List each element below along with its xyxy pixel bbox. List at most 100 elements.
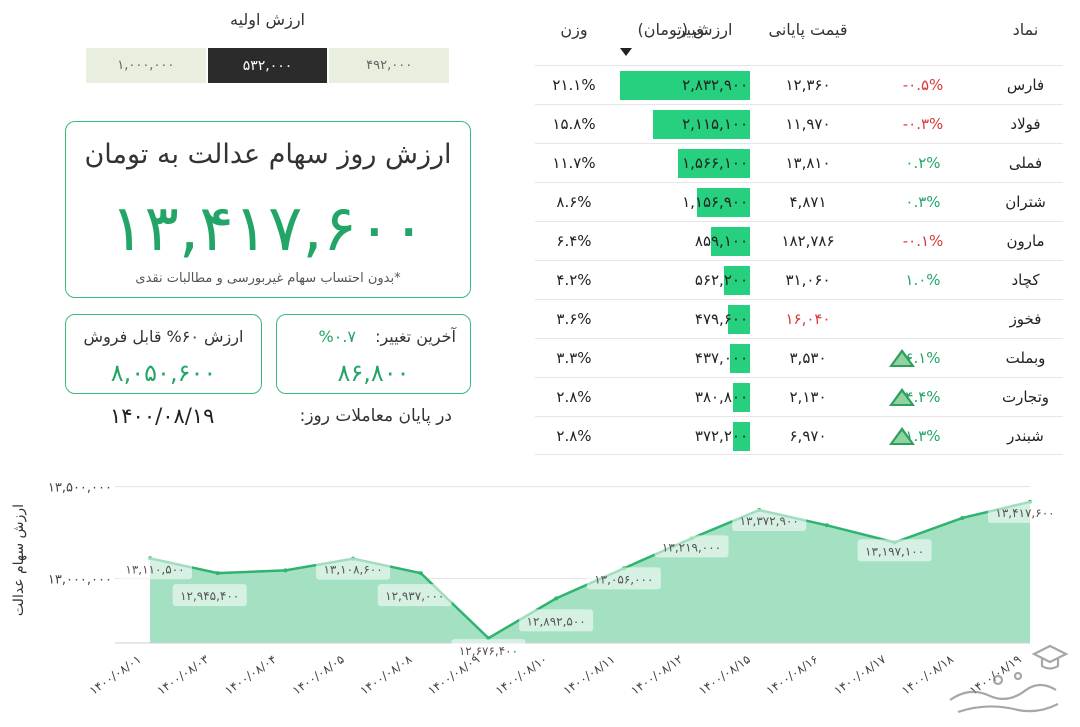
last-change-card: آخرین تغییر: %۰.۷ ۸۶,۸۰۰ xyxy=(276,314,471,394)
cell-value: ۲,۱۱۵,۱۰۰ xyxy=(620,105,750,144)
initial-value-title: ارزش اولیه xyxy=(230,10,305,29)
header-value[interactable]: ارزش (تومان) xyxy=(637,20,733,39)
last-change-value: ۸۶,۸۰۰ xyxy=(337,359,410,387)
value-text: ۴۷۹,۶۰۰ xyxy=(694,310,748,328)
data-point xyxy=(215,571,220,576)
daily-value-amount: ۱۳,۴۱۷,۶۰۰ xyxy=(110,192,426,266)
sellable-value-card: ارزش ۶۰% قابل فروش ۸,۰۵۰,۶۰۰ xyxy=(65,314,262,394)
cell-weight: ۳.۳% xyxy=(556,349,592,367)
data-point xyxy=(418,571,423,576)
data-label-bg xyxy=(988,500,1062,523)
cell-weight: ۳.۶% xyxy=(556,310,592,328)
x-tick-label: ۱۴۰۰/۰۸/۱۲ xyxy=(628,652,685,698)
cell-symbol[interactable]: فخوز xyxy=(1009,310,1042,328)
x-tick-label: ۱۴۰۰/۰۸/۰۵ xyxy=(290,652,347,698)
table-body: فارس -۰.۵% ۱۲,۳۶۰ ۲,۸۳۲,۹۰۰ ۲۱.۱% فولاد -۰.۳% ۱… xyxy=(535,65,1063,455)
last-change-label: آخرین تغییر: xyxy=(375,327,456,346)
data-label: ۱۳,۲۱۹,۰۰۰ xyxy=(662,540,721,554)
cell-final-price: ۱۸۲,۷۸۶ xyxy=(781,232,835,250)
cell-symbol[interactable]: وتجارت xyxy=(1001,388,1050,406)
header-change[interactable]: تغییر xyxy=(677,20,709,39)
cell-symbol[interactable]: شتران xyxy=(1005,193,1046,211)
cell-symbol[interactable]: فولاد xyxy=(1010,115,1041,133)
value-text: ۲,۱۱۵,۱۰۰ xyxy=(682,115,748,133)
cell-change: ۰.۳% xyxy=(905,193,941,211)
x-tick-label: ۱۴۰۰/۰۸/۱۷ xyxy=(831,652,888,698)
x-tick-label: ۱۴۰۰/۰۸/۰۳ xyxy=(155,652,212,698)
table-row[interactable]: شتران ۰.۳% ۴,۸۷۱ ۱,۱۵۶,۹۰۰ ۸.۶% xyxy=(535,182,1063,221)
cell-change: -۰.۳% xyxy=(902,115,944,133)
sort-desc-icon[interactable] xyxy=(620,48,632,56)
value-bar xyxy=(697,188,750,217)
data-point xyxy=(824,523,829,528)
cell-weight: ۲۱.۱% xyxy=(552,76,596,94)
x-tick-label: ۱۴۰۰/۰۸/۰۸ xyxy=(358,652,415,698)
sellable-value-label: ارزش ۶۰% قابل فروش xyxy=(83,327,244,346)
cell-weight: ۶.۴% xyxy=(556,232,592,250)
x-tick-label: ۱۴۰۰/۰۸/۱۱ xyxy=(561,652,618,698)
data-point xyxy=(283,568,288,573)
table-row[interactable]: فملی ۰.۲% ۱۳,۸۱۰ ۱,۵۶۶,۱۰۰ ۱۱.۷% xyxy=(535,143,1063,182)
data-label: ۱۳,۰۵۶,۰۰۰ xyxy=(594,572,653,586)
table-row[interactable]: وتجارت ۴.۴% ۲,۱۳۰ ۳۸۰,۸۰۰ ۲.۸% xyxy=(535,377,1063,416)
cell-symbol[interactable]: مارون xyxy=(1006,232,1045,250)
initial-option-1000000[interactable]: ۱,۰۰۰,۰۰۰ xyxy=(85,47,207,84)
table-row[interactable]: شبندر ۱.۳% ۶,۹۷۰ ۳۷۲,۲۰۰ ۲.۸% xyxy=(535,416,1063,455)
initial-option-492000[interactable]: ۴۹۲,۰۰۰ xyxy=(328,47,451,84)
header-symbol[interactable]: نماد xyxy=(1012,20,1039,39)
cell-value: ۱,۵۶۶,۱۰۰ xyxy=(620,144,750,183)
value-bar xyxy=(711,227,750,256)
value-text: ۳۷۲,۲۰۰ xyxy=(694,427,748,445)
data-label: ۱۲,۶۷۶,۴۰۰ xyxy=(459,644,518,658)
value-history-chart: ۱۳,۰۰۰,۰۰۰ ۱۳,۵۰۰,۰۰۰ ۱۳,۱۱۰,۵۰۰ ۱۲,۹۴۵,۴۰۰… xyxy=(48,481,1062,698)
value-text: ۳۸۰,۸۰۰ xyxy=(694,388,748,406)
cell-value: ۳۸۰,۸۰۰ xyxy=(620,378,750,417)
initial-option-532000[interactable]: ۵۳۲,۰۰۰ xyxy=(206,47,329,84)
table-row[interactable]: فخوز ۱۶,۰۴۰ ۴۷۹,۶۰۰ ۳.۶% xyxy=(535,299,1063,338)
data-label-bg xyxy=(586,567,661,590)
data-label-bg xyxy=(377,584,452,607)
table-row[interactable]: فولاد -۰.۳% ۱۱,۹۷۰ ۲,۱۱۵,۱۰۰ ۱۵.۸% xyxy=(535,104,1063,143)
header-final-price[interactable]: قیمت پایانی xyxy=(768,20,848,39)
data-label-bg xyxy=(519,609,594,632)
daily-value-card: ارزش روز سهام عدالت به تومان ۱۳,۴۱۷,۶۰۰ … xyxy=(65,121,471,298)
last-change-percent: %۰.۷ xyxy=(318,327,356,346)
saed-news-logo xyxy=(949,644,1068,714)
value-text: ۴۳۷,۰۰۰ xyxy=(694,349,748,367)
table-row[interactable]: وبملت ۶.۱% ۳,۵۳۰ ۴۳۷,۰۰۰ ۳.۳% xyxy=(535,338,1063,377)
cell-weight: ۱۵.۸% xyxy=(552,115,596,133)
cell-final-price: ۱۳,۸۱۰ xyxy=(785,154,831,172)
table-row[interactable]: مارون -۰.۱% ۱۸۲,۷۸۶ ۸۵۹,۱۰۰ ۶.۴% xyxy=(535,221,1063,260)
cell-final-price: ۳,۵۳۰ xyxy=(789,349,827,367)
cell-change: -۰.۵% xyxy=(902,76,944,94)
x-tick-label: ۱۴۰۰/۰۸/۱۵ xyxy=(696,652,753,698)
y-tick-label: ۱۳,۵۰۰,۰۰۰ xyxy=(48,481,112,496)
end-of-day-label: در پایان معاملات روز: xyxy=(299,406,452,426)
value-bar xyxy=(678,149,750,178)
x-tick-label: ۱۴۰۰/۰۸/۰۱ xyxy=(87,652,144,698)
data-label: ۱۳,۳۷۲,۹۰۰ xyxy=(740,514,799,528)
cell-change xyxy=(868,300,978,339)
cell-symbol[interactable]: وبملت xyxy=(1005,349,1046,367)
data-point xyxy=(960,515,965,520)
cell-symbol[interactable]: کچاد xyxy=(1011,271,1040,289)
table-row[interactable]: کچاد ۱.۰% ۳۱,۰۶۰ ۵۶۲,۲۰۰ ۴.۲% xyxy=(535,260,1063,299)
cell-value: ۲,۸۳۲,۹۰۰ xyxy=(620,66,750,105)
data-label-bg xyxy=(172,584,247,607)
value-bar xyxy=(730,344,750,373)
cell-value: ۸۵۹,۱۰۰ xyxy=(620,222,750,261)
cell-symbol[interactable]: شبندر xyxy=(1007,427,1044,445)
value-text: ۲,۸۳۲,۹۰۰ xyxy=(682,76,748,94)
cell-weight: ۲.۸% xyxy=(556,388,592,406)
last-change-label-row: آخرین تغییر: %۰.۷ xyxy=(318,327,456,346)
table-row[interactable]: فارس -۰.۵% ۱۲,۳۶۰ ۲,۸۳۲,۹۰۰ ۲۱.۱% xyxy=(535,65,1063,104)
cell-symbol[interactable]: فملی xyxy=(1008,154,1043,172)
sellable-value-amount: ۸,۰۵۰,۶۰۰ xyxy=(110,359,217,387)
cell-symbol[interactable]: فارس xyxy=(1006,76,1045,94)
cell-final-price: ۳۱,۰۶۰ xyxy=(785,271,831,289)
cell-change: ۴.۴% xyxy=(905,388,941,406)
cell-value: ۴۷۹,۶۰۰ xyxy=(620,300,750,339)
data-label-bg xyxy=(732,509,807,532)
header-weight[interactable]: وزن xyxy=(560,20,588,39)
end-of-day-date: ۱۴۰۰/۰۸/۱۹ xyxy=(110,404,215,428)
